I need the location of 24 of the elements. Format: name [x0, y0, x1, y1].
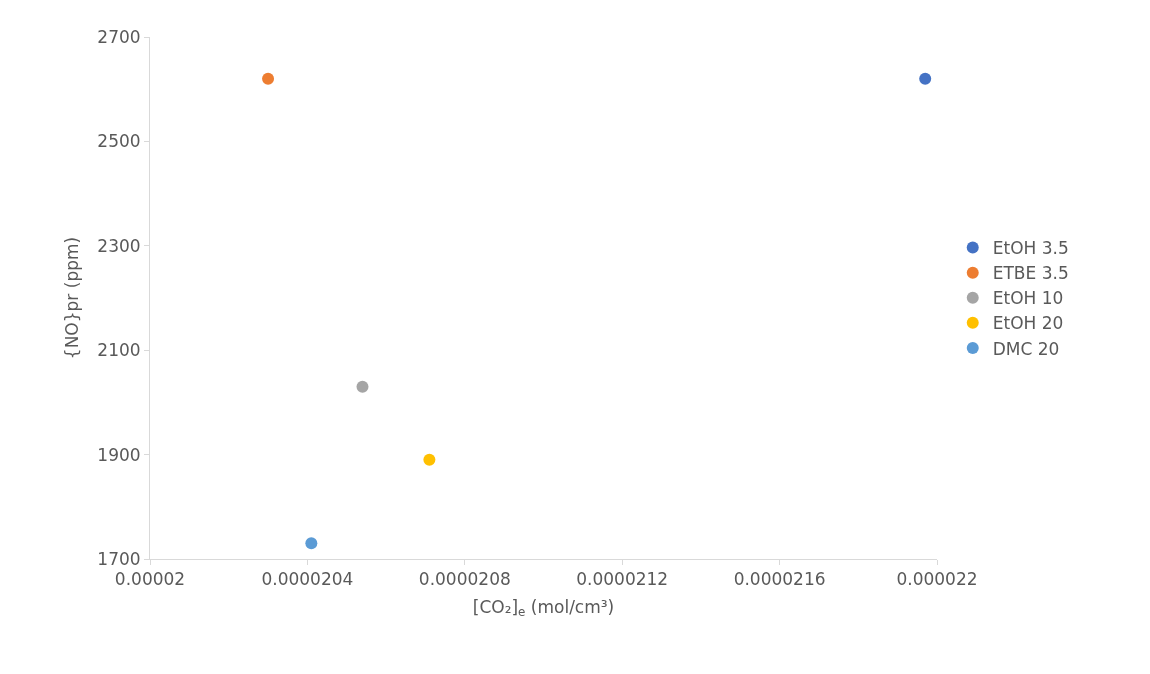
point: [262, 72, 275, 85]
y-axis-title: {NO}pr (ppm): [61, 236, 82, 360]
legend-label: DMC 20: [992, 338, 1060, 359]
y-tick-label: 1900: [97, 444, 141, 465]
y-tick-label: 2700: [97, 26, 141, 47]
point: [919, 72, 932, 85]
x-tick-label: 0.0000208: [418, 569, 511, 590]
x-tick-label: 0.000022: [896, 569, 978, 590]
x-tick-label: 0.0000212: [576, 569, 669, 590]
point: [305, 537, 318, 550]
y-tick-label: 2500: [97, 131, 141, 152]
legend-label: EtOH 3.5: [992, 238, 1069, 259]
x-tick-label: 0.0000216: [733, 569, 826, 590]
y-tick-label: 1700: [97, 548, 141, 569]
x-tick-label: 0.00002: [114, 569, 186, 590]
x-axis-title: [CO₂]$_{e}$ (mol/cm³): [472, 596, 615, 620]
y-tick-label: 2100: [97, 340, 141, 361]
legend-label: ETBE 3.5: [992, 263, 1069, 284]
x-tick-label: 0.0000204: [261, 569, 354, 590]
point: [356, 380, 369, 393]
y-tick-label: 2300: [97, 235, 141, 256]
point: [423, 453, 436, 466]
legend-label: EtOH 10: [992, 288, 1064, 309]
legend-label: EtOH 20: [992, 313, 1064, 334]
